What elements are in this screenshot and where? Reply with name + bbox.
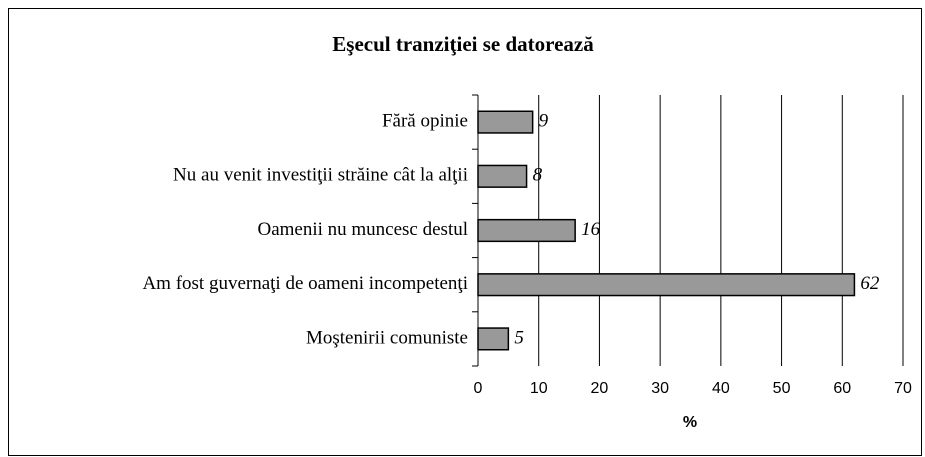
data-label: 62 — [860, 273, 880, 294]
y-tick-label: Moştenirii comuniste — [306, 327, 468, 348]
x-tick-label: 10 — [530, 380, 548, 397]
bar — [477, 327, 510, 351]
x-axis-label: % — [683, 414, 697, 431]
y-tick-label: Nu au venit investiţii străine cât la al… — [173, 165, 468, 186]
frame — [8, 8, 922, 456]
bar — [477, 164, 528, 188]
y-tick-label: Oamenii nu muncesc destul — [257, 219, 468, 240]
x-tick-label: 50 — [773, 380, 791, 397]
x-tick-label: 70 — [894, 380, 912, 397]
x-tick-label: 30 — [651, 380, 669, 397]
x-tick-label: 60 — [833, 380, 851, 397]
bar — [477, 218, 576, 243]
x-tick-label: 0 — [474, 380, 483, 397]
chart-title: Eşecul tranziţiei se datorează — [332, 32, 594, 56]
y-tick-label: Am fost guvernaţi de oameni incompetenţi — [142, 273, 468, 294]
data-label: 9 — [539, 110, 549, 131]
x-tick-label: 40 — [712, 380, 730, 397]
data-label: 16 — [581, 219, 601, 240]
bar — [477, 110, 534, 134]
x-tick-label: 20 — [591, 380, 609, 397]
data-label: 8 — [533, 165, 543, 186]
bar — [477, 273, 856, 297]
y-tick-label: Fără opinie — [382, 110, 468, 131]
data-label: 5 — [514, 327, 524, 348]
